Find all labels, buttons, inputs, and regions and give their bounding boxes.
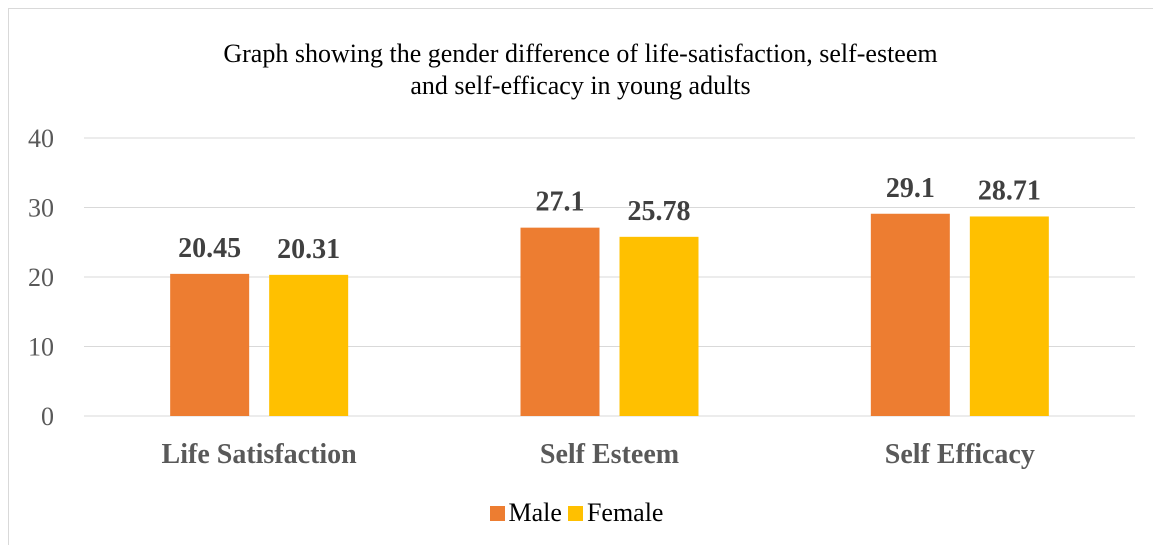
data-label-male-1: 27.1 [536, 187, 585, 218]
data-label-female-1: 25.78 [628, 196, 691, 227]
legend-item-female: Female [567, 498, 664, 528]
legend-swatch-female [567, 505, 583, 521]
legend-label-female: Female [586, 498, 664, 527]
legend-item-male: Male [489, 498, 562, 528]
bar-male-0 [170, 273, 250, 416]
bar-female-1 [619, 236, 699, 416]
chart-title-line-2: and self-efficacy in young adults [410, 71, 751, 100]
data-label-male-2: 29.1 [886, 173, 935, 204]
data-label-female-0: 20.31 [277, 234, 340, 265]
y-tick-label-40: 40 [28, 124, 54, 153]
x-category-label-2: Self Efficacy [885, 439, 1035, 470]
y-tick-label-20: 20 [28, 263, 54, 292]
bar-male-1 [520, 227, 600, 416]
x-category-label-0: Life Satisfaction [162, 439, 358, 470]
legend-swatch-male [489, 505, 505, 521]
y-tick-label-0: 0 [41, 402, 54, 431]
bar-male-2 [870, 213, 950, 416]
data-label-male-0: 20.45 [178, 233, 241, 264]
chart-legend: Male Female [0, 498, 1153, 528]
x-category-label-1: Self Esteem [540, 439, 679, 470]
bar-female-2 [969, 216, 1049, 416]
legend-label-male: Male [508, 498, 562, 527]
bar-female-0 [269, 274, 349, 416]
y-tick-label-10: 10 [28, 333, 54, 362]
chart-title-line-1: Graph showing the gender difference of l… [223, 39, 938, 68]
chart-title: Graph showing the gender difference of l… [8, 38, 1153, 102]
chart-frame [8, 8, 1153, 545]
y-tick-label-30: 30 [28, 194, 54, 223]
data-label-female-2: 28.71 [978, 175, 1041, 206]
